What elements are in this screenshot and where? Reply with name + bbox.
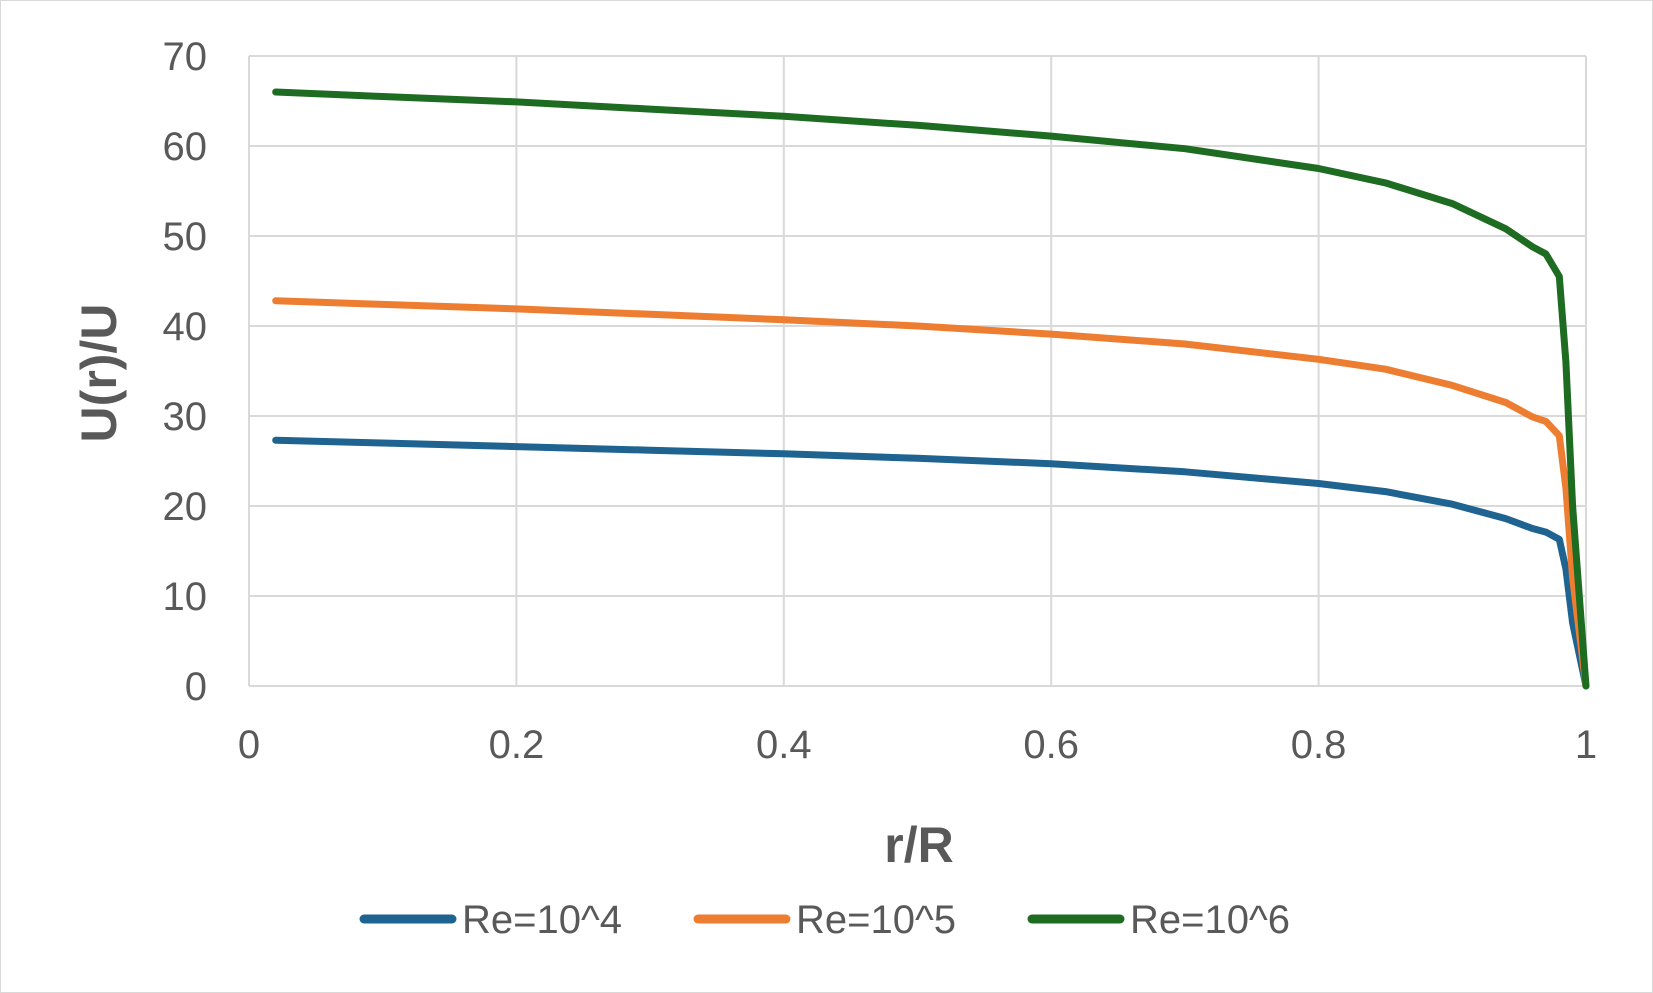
x-tick-label: 0.8	[1291, 723, 1347, 767]
series-line-3	[272, 88, 1590, 690]
y-tick-label: 10	[163, 575, 208, 619]
x-tick-label: 0	[238, 723, 260, 767]
y-axis-title: U(r)/U	[71, 304, 127, 443]
y-tick-label: 30	[163, 395, 208, 439]
legend-label: Re=10^5	[796, 898, 956, 942]
x-axis-ticks: 0 0.2 0.4 0.6 0.8 1	[238, 723, 1597, 767]
y-tick-label: 50	[163, 215, 208, 259]
y-tick-label: 60	[163, 125, 208, 169]
y-tick-label: 0	[185, 665, 207, 709]
y-axis-ticks: 0 10 20 30 40 50 60 70	[163, 35, 208, 709]
x-tick-label: 0.2	[489, 723, 545, 767]
legend-label: Re=10^4	[462, 898, 622, 942]
y-tick-label: 70	[163, 35, 208, 79]
x-tick-label: 0.4	[756, 723, 812, 767]
x-tick-label: 1	[1575, 723, 1597, 767]
y-tick-label: 40	[163, 305, 208, 349]
series-line-1	[272, 436, 1590, 690]
series-lines	[272, 88, 1590, 690]
series-line-2	[272, 297, 1590, 690]
x-axis-title: r/R	[884, 817, 953, 873]
y-tick-label: 20	[163, 485, 208, 529]
legend: Re=10^4 Re=10^5 Re=10^6	[359, 898, 1290, 942]
legend-label: Re=10^6	[1130, 898, 1290, 942]
x-tick-label: 0.6	[1023, 723, 1079, 767]
